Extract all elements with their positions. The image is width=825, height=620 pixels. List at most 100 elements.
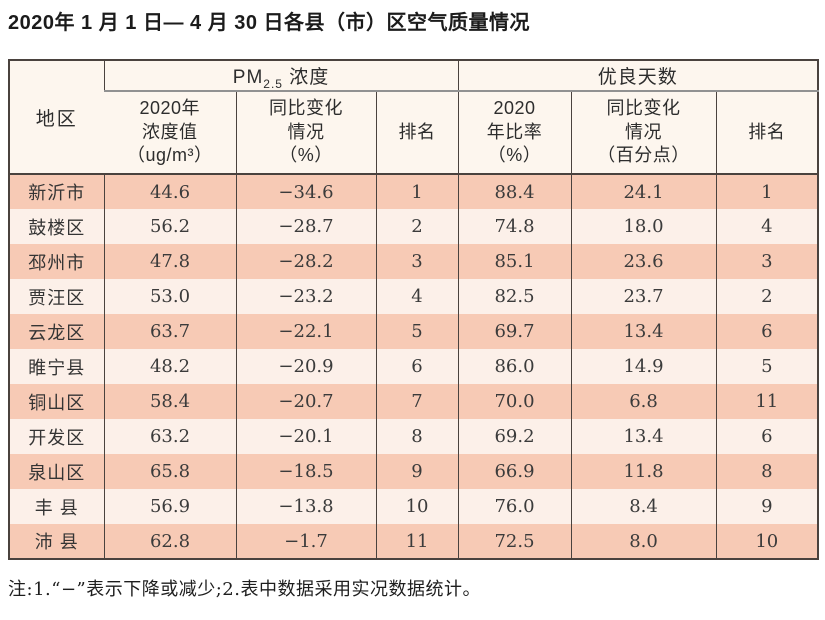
col-header-line: 情况 (625, 121, 663, 142)
group-header-row: 地区 PM2.5 浓度 优良天数 (9, 60, 819, 175)
cell-pm-change: −20.9 (235, 349, 376, 384)
col-header-line: 情况 (287, 121, 325, 142)
cell-good-change: 13.4 (570, 419, 717, 454)
cell-pm-change: −13.8 (235, 489, 376, 524)
cell-pm-rank: 5 (375, 314, 459, 349)
sub-header-row: 2020年 浓度值 （ug/m³） 同比变化 情况 （%） 排名 2020 年比… (9, 91, 819, 175)
cell-pm-value: 56.9 (103, 489, 236, 524)
cell-good-rank: 6 (715, 314, 819, 349)
cell-good-rank: 10 (715, 524, 819, 559)
col-header-line: （%） (279, 145, 333, 166)
air-quality-table: 地区 PM2.5 浓度 优良天数 2020年 浓度值 （ug/m³） 同比变化 … (8, 59, 820, 560)
col-header-line: （百分点） (597, 145, 690, 166)
cell-region: 云龙区 (28, 322, 86, 343)
col-header-line: 同比变化 (606, 97, 681, 118)
cell-pm-rank: 1 (375, 174, 459, 209)
cell-good-change: 6.8 (570, 384, 717, 419)
cell-region: 泉山区 (28, 462, 86, 483)
col-header-pm-change: 同比变化 情况 （%） (235, 91, 376, 175)
cell-good-rank: 11 (715, 384, 819, 419)
cell-good-rank: 6 (715, 419, 819, 454)
page: 2020年 1 月 1 日— 4 月 30 日各县（市）区空气质量情况 地区 P… (8, 12, 820, 600)
cell-pm-change: −22.1 (235, 314, 376, 349)
cell-pm-rank: 3 (375, 244, 459, 279)
table-header: 地区 PM2.5 浓度 优良天数 2020年 浓度值 （ug/m³） 同比变化 … (9, 60, 819, 175)
table-row: 新沂市 44.6 −34.6 1 88.4 24.1 1 (9, 174, 819, 209)
pm25-label-prefix: PM (232, 67, 264, 88)
cell-pm-value: 48.2 (103, 349, 236, 384)
cell-good-rank: 5 (715, 349, 819, 384)
cell-pm-value: 53.0 (103, 279, 236, 314)
cell-pm-rank: 8 (375, 419, 459, 454)
col-header-line: （%） (487, 145, 542, 166)
cell-good-ratio: 82.5 (457, 279, 572, 314)
table-row: 邳州市 47.8 −28.2 3 85.1 23.6 3 (9, 244, 819, 279)
cell-good-rank: 3 (715, 244, 819, 279)
cell-pm-value: 44.6 (103, 174, 236, 209)
table-row: 泉山区 65.8 −18.5 9 66.9 11.8 8 (9, 454, 819, 489)
cell-good-change: 13.4 (570, 314, 717, 349)
cell-good-ratio: 85.1 (457, 244, 572, 279)
table-row: 沛 县 62.8 −1.7 11 72.5 8.0 10 (9, 524, 819, 559)
cell-region: 开发区 (28, 427, 86, 448)
cell-good-ratio: 70.0 (457, 384, 572, 419)
table-row: 铜山区 58.4 −20.7 7 70.0 6.8 11 (9, 384, 819, 419)
cell-pm-change: −28.2 (235, 244, 376, 279)
table-row: 丰 县 56.9 −13.8 10 76.0 8.4 9 (9, 489, 819, 524)
cell-region: 睢宁县 (28, 357, 86, 378)
col-header-region: 地区 (9, 60, 104, 175)
cell-region: 鼓楼区 (28, 217, 86, 238)
cell-good-rank: 4 (715, 209, 819, 244)
cell-good-ratio: 74.8 (457, 209, 572, 244)
cell-good-rank: 2 (715, 279, 819, 314)
cell-good-ratio: 76.0 (457, 489, 572, 524)
cell-good-ratio: 69.2 (457, 419, 572, 454)
col-header-line: 同比变化 (269, 97, 343, 118)
table-body: 新沂市 44.6 −34.6 1 88.4 24.1 1 鼓楼区 56.2 −2… (9, 174, 819, 559)
cell-good-change: 23.7 (570, 279, 717, 314)
cell-good-ratio: 66.9 (457, 454, 572, 489)
cell-pm-change: −20.7 (235, 384, 376, 419)
cell-pm-rank: 2 (375, 209, 459, 244)
cell-pm-value: 62.8 (103, 524, 236, 559)
footnote: 注:1.“−”表示下降或减少;2.表中数据采用实况数据统计。 (8, 579, 481, 600)
cell-good-rank: 8 (715, 454, 819, 489)
cell-region: 贾汪区 (28, 287, 86, 308)
cell-pm-change: −23.2 (235, 279, 376, 314)
cell-good-ratio: 88.4 (457, 174, 572, 209)
cell-pm-change: −34.6 (235, 174, 376, 209)
cell-good-rank: 9 (715, 489, 819, 524)
cell-good-change: 24.1 (570, 174, 717, 209)
cell-good-ratio: 69.7 (457, 314, 572, 349)
cell-region: 丰 县 (34, 497, 79, 518)
cell-pm-value: 63.7 (103, 314, 236, 349)
col-header-line: 2020年 (139, 97, 201, 118)
table-row: 贾汪区 53.0 −23.2 4 82.5 23.7 2 (9, 279, 819, 314)
col-header-good-ratio: 2020 年比率 （%） (457, 91, 572, 175)
col-header-pm-rank: 排名 (375, 91, 459, 175)
cell-good-change: 11.8 (570, 454, 717, 489)
col-group-pm25: PM2.5 浓度 (103, 60, 459, 92)
cell-pm-rank: 6 (375, 349, 459, 384)
cell-pm-change: −1.7 (235, 524, 376, 559)
page-title: 2020年 1 月 1 日— 4 月 30 日各县（市）区空气质量情况 (8, 12, 531, 34)
cell-pm-change: −20.1 (235, 419, 376, 454)
col-group-good-days: 优良天数 (457, 60, 819, 92)
table-row: 鼓楼区 56.2 −28.7 2 74.8 18.0 4 (9, 209, 819, 244)
table-row: 开发区 63.2 −20.1 8 69.2 13.4 6 (9, 419, 819, 454)
col-header-line: 浓度值 (142, 121, 198, 142)
cell-pm-rank: 9 (375, 454, 459, 489)
cell-pm-rank: 10 (375, 489, 459, 524)
cell-pm-rank: 11 (375, 524, 459, 559)
cell-pm-value: 58.4 (103, 384, 236, 419)
col-header-line: 2020 (493, 97, 536, 118)
cell-pm-value: 47.8 (103, 244, 236, 279)
pm25-label-suffix: 浓度 (282, 67, 330, 88)
cell-region: 沛 县 (34, 532, 79, 552)
cell-good-change: 18.0 (570, 209, 717, 244)
cell-good-ratio: 86.0 (457, 349, 572, 384)
col-header-line: 年比率 (486, 121, 543, 142)
cell-pm-value: 56.2 (103, 209, 236, 244)
cell-good-change: 23.6 (570, 244, 717, 279)
cell-good-rank: 1 (715, 174, 819, 209)
